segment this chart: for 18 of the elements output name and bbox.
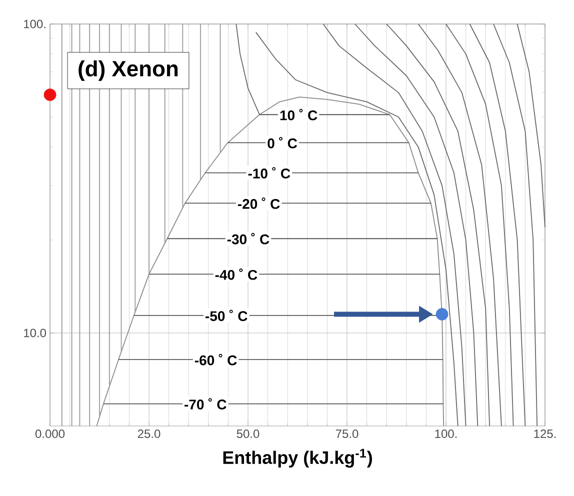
x-axis-title: Enthalpy (kJ.kg$^{-1}$) <box>223 448 372 468</box>
x-tick-label: 50.0 <box>236 430 260 438</box>
series-label: -20 ˚ C <box>238 198 280 209</box>
x-tick-label: 25.0 <box>138 430 160 438</box>
series-label: -30 ˚ C <box>227 232 270 244</box>
series-label: -40 ˚ C <box>215 268 258 280</box>
x-tick-label: 125. <box>534 430 556 438</box>
series-label: -50 ˚ C <box>206 310 248 322</box>
x-tick-label: 0.000 <box>35 430 65 438</box>
series-label: 10 ˚ C <box>280 108 318 120</box>
series-label: 0 ˚ C <box>268 136 298 148</box>
x-tick-label: 75.0 <box>336 430 358 438</box>
text: (d) Xenon <box>78 60 178 81</box>
y-tick-label: 10.0 <box>24 328 46 338</box>
x-tick-label: 100. <box>435 430 457 438</box>
series-label: -60 ˚ C <box>194 354 237 366</box>
series-label: -10 ˚ C <box>248 167 290 178</box>
series-label: -70 ˚ C <box>184 398 226 410</box>
